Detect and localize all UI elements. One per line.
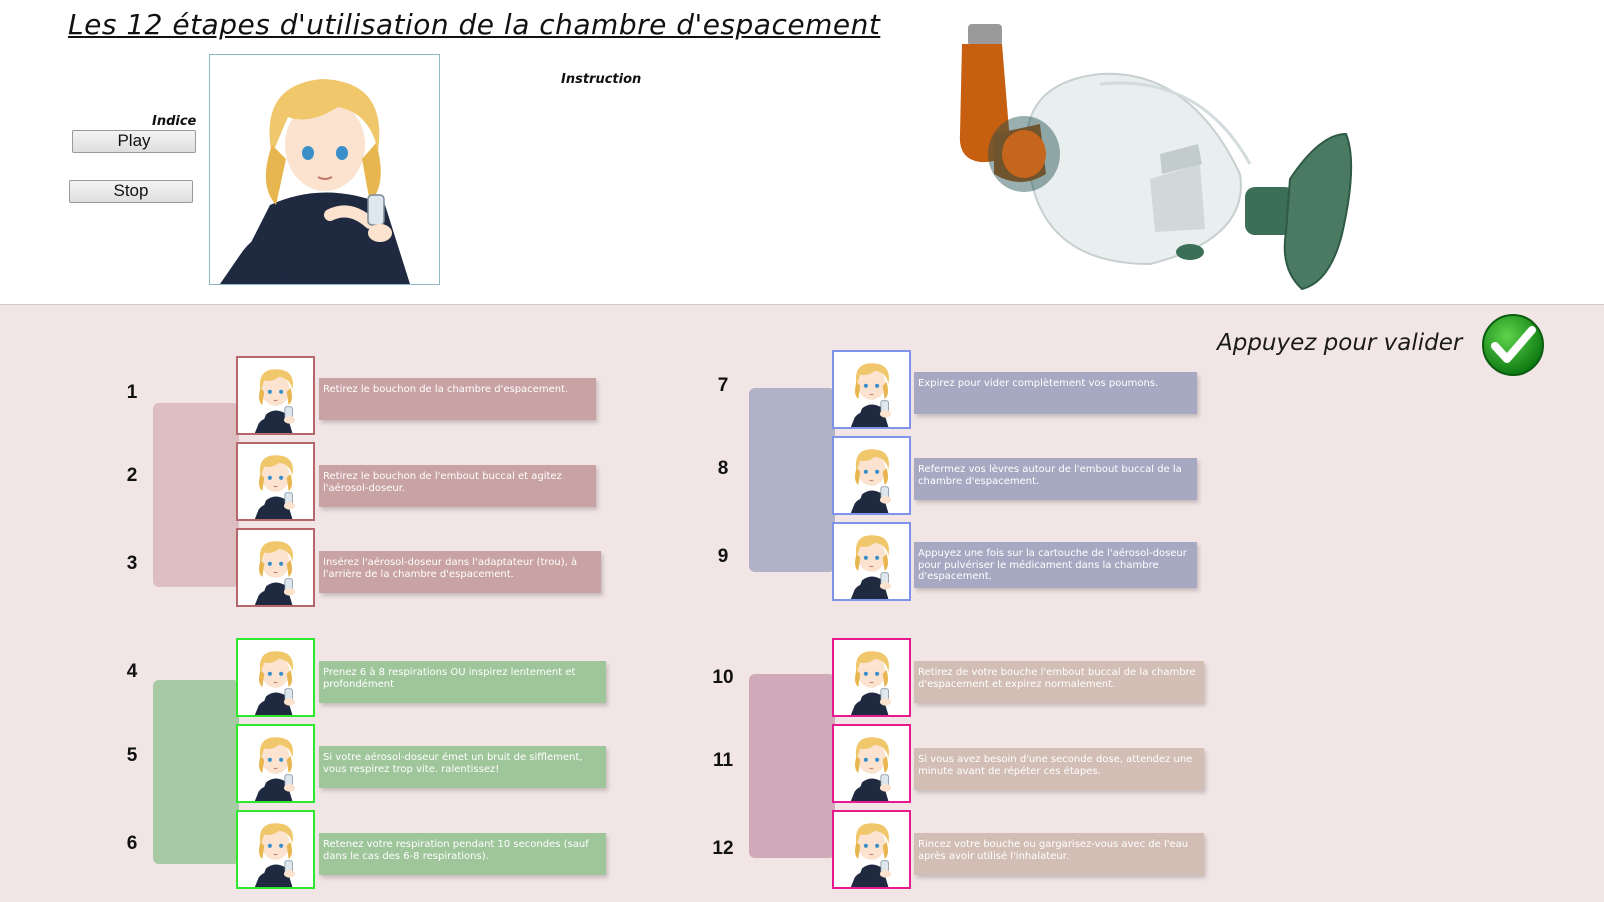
- step-instruction[interactable]: Retenez votre respiration pendant 10 sec…: [319, 833, 606, 875]
- instruction-label: Instruction: [561, 72, 642, 87]
- step-number: 5: [126, 745, 138, 766]
- step-thumbnail[interactable]: [236, 528, 315, 607]
- group-tab-2: [153, 680, 239, 864]
- step-thumbnail[interactable]: [236, 638, 315, 717]
- validate-label: Appuyez pour valider: [1217, 330, 1463, 356]
- checkmark-icon: [1491, 326, 1536, 363]
- step-number: 1: [126, 382, 138, 403]
- play-button[interactable]: Play: [72, 130, 196, 153]
- step-instruction[interactable]: Insérez l'aérosol-doseur dans l'adaptate…: [319, 551, 601, 593]
- character-portrait: [209, 54, 440, 285]
- page-title: Les 12 étapes d'utilisation de la chambr…: [68, 8, 881, 41]
- validate-button[interactable]: [1481, 313, 1545, 377]
- step-number: 7: [717, 375, 729, 396]
- step-number: 3: [126, 553, 138, 574]
- step-instruction[interactable]: Rincez votre bouche ou gargarisez-vous a…: [914, 833, 1204, 875]
- step-instruction[interactable]: Retirez le bouchon de l'embout buccal et…: [319, 465, 596, 507]
- step-number: 2: [126, 465, 138, 486]
- step-instruction[interactable]: Appuyez une fois sur la cartouche de l'a…: [914, 542, 1197, 588]
- step-thumbnail[interactable]: [236, 442, 315, 521]
- step-thumbnail[interactable]: [832, 638, 911, 717]
- step-thumbnail[interactable]: [832, 522, 911, 601]
- spacer-chamber-illustration: [959, 24, 1353, 291]
- step-number: 6: [126, 833, 138, 854]
- indice-label: Indice: [152, 114, 197, 129]
- step-number: 9: [717, 546, 729, 567]
- step-thumbnail[interactable]: [236, 356, 315, 435]
- step-number: 12: [712, 838, 734, 859]
- step-instruction[interactable]: Si vous avez besoin d'une seconde dose, …: [914, 748, 1204, 790]
- step-instruction[interactable]: Expirez pour vider complètement vos poum…: [914, 372, 1197, 414]
- step-thumbnail[interactable]: [832, 724, 911, 803]
- group-tab-1: [153, 403, 239, 587]
- step-thumbnail[interactable]: [832, 350, 911, 429]
- step-instruction[interactable]: Si votre aérosol-doseur émet un bruit de…: [319, 746, 606, 788]
- step-instruction[interactable]: Prenez 6 à 8 respirations OU inspirez le…: [319, 661, 606, 703]
- step-number: 11: [712, 750, 734, 771]
- step-thumbnail[interactable]: [236, 724, 315, 803]
- group-tab-3: [749, 388, 835, 572]
- stop-button[interactable]: Stop: [69, 180, 193, 203]
- character-illustration: [220, 79, 410, 284]
- step-thumbnail[interactable]: [832, 436, 911, 515]
- step-number: 8: [717, 458, 729, 479]
- group-tab-4: [749, 674, 835, 858]
- step-instruction[interactable]: Refermez vos lèvres autour de l'embout b…: [914, 458, 1197, 500]
- step-thumbnail[interactable]: [832, 810, 911, 889]
- step-thumbnail[interactable]: [236, 810, 315, 889]
- step-number: 4: [126, 661, 138, 682]
- step-number: 10: [712, 667, 734, 688]
- step-instruction[interactable]: Retirez de votre bouche l'embout buccal …: [914, 661, 1204, 703]
- step-instruction[interactable]: Retirez le bouchon de la chambre d'espac…: [319, 378, 596, 420]
